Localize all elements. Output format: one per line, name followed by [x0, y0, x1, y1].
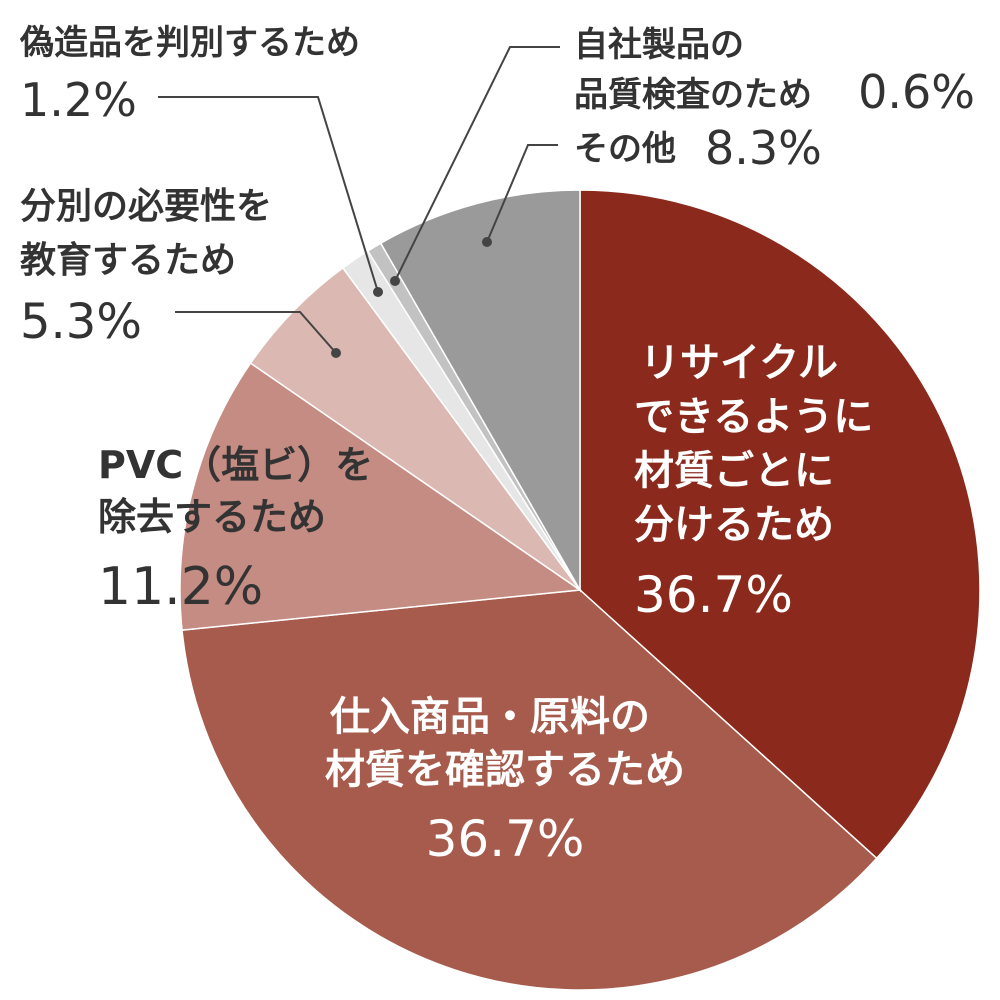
pie-slice-recycle [579, 189, 981, 860]
leader-line-counterfeit-dot [373, 287, 383, 297]
slice-label-pvc: PVC（塩ビ）を 除去するため 11.2% [98, 443, 373, 617]
leader-line-education [175, 311, 337, 354]
slice-label-counterfeit: 偽造品を判別するため 1.2% [19, 23, 360, 127]
slice-label-line: 自社製品の [574, 25, 744, 65]
pie-slices [179, 189, 981, 991]
slice-value-label: 8.3% [705, 121, 822, 175]
leader-line-other [486, 144, 558, 243]
slice-label-line: リサイクル [640, 340, 838, 386]
slice-label-line: 材質ごとに [634, 448, 834, 494]
slice-label-line: できるように [634, 394, 873, 440]
slice-value-label: 11.2% [98, 557, 263, 617]
pie-slice-material-check [181, 589, 878, 991]
slice-label-material-check: 仕入商品・原料の 材質を確認するため 36.7% [325, 694, 685, 868]
slice-value-label: 36.7% [426, 810, 585, 868]
slice-value-label: 5.3% [20, 294, 142, 350]
slice-label-line: 除去するため [98, 495, 326, 539]
leader-line-education-dot [331, 348, 341, 358]
slice-label-quality-check: 自社製品の 品質検査のため 0.6% [574, 25, 975, 119]
pie-slice-other [379, 189, 581, 593]
slice-label-line: 品質検査のため [574, 75, 812, 115]
leader-line-quality-check-dot [390, 276, 400, 286]
slice-label-other: その他 8.3% [574, 121, 822, 175]
slice-label-line: 偽造品を判別するため [19, 23, 360, 63]
slice-label-line: 分けるため [634, 502, 834, 548]
slice-label-recycle: リサイクル できるように 材質ごとに 分けるため 36.7% [634, 340, 873, 624]
slice-value-label: 1.2% [20, 73, 137, 127]
slice-label-line: 仕入商品・原料の [330, 694, 650, 740]
pie-slice-pvc [179, 362, 583, 631]
leader-lines [158, 46, 560, 358]
slice-label-line: PVC（塩ビ）を [98, 443, 373, 487]
slice-label-line: 材質を確認するため [325, 747, 685, 793]
slice-value-label: 36.7% [634, 566, 793, 624]
slice-label-line: 教育するため [20, 240, 236, 281]
leader-line-counterfeit [158, 96, 379, 293]
leader-line-quality-check [394, 46, 560, 282]
slice-label-line: 分別の必要性を [20, 186, 272, 227]
slice-label-education: 分別の必要性を 教育するため 5.3% [20, 186, 272, 350]
slice-label-line: その他 [574, 129, 676, 169]
slice-value-label: 0.6% [858, 65, 975, 119]
leader-line-other-dot [482, 237, 492, 247]
